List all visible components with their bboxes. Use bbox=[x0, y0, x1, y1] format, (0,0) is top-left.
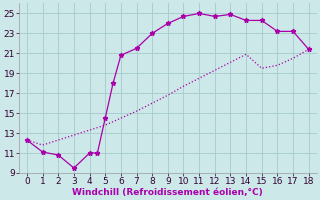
X-axis label: Windchill (Refroidissement éolien,°C): Windchill (Refroidissement éolien,°C) bbox=[72, 188, 263, 197]
